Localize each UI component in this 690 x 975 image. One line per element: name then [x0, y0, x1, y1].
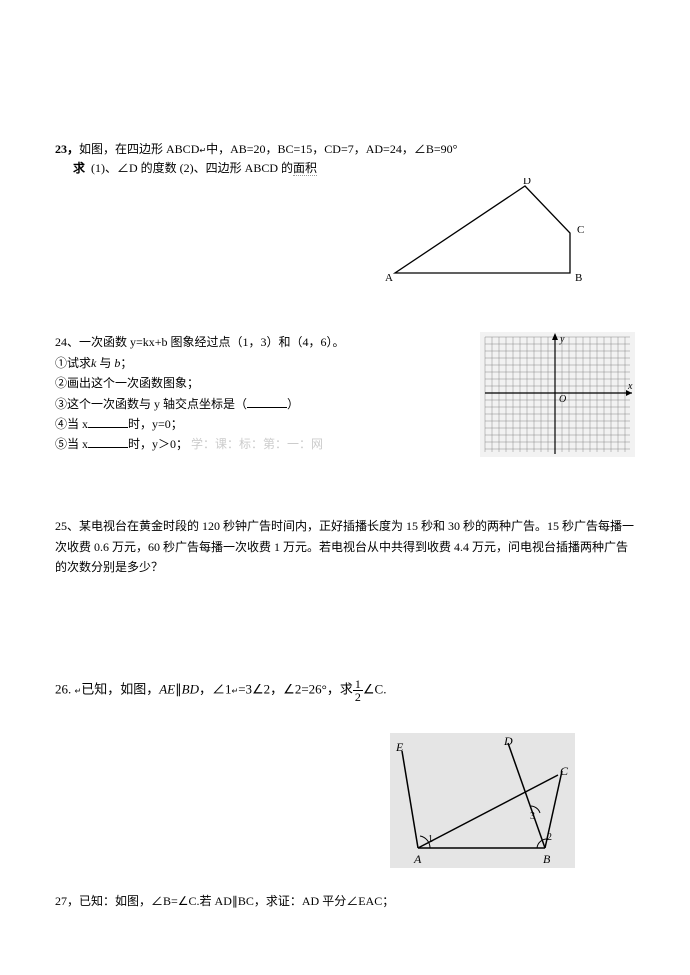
- q24-l2a: ①试求: [55, 356, 91, 370]
- q23-figure: A B C D: [385, 178, 595, 288]
- q23-qiu: 求: [73, 161, 85, 175]
- q24-l4a: ③这个一次函数与 y 轴交点坐标是（: [55, 397, 247, 411]
- q24-l4b: ）: [287, 397, 299, 411]
- q24-l6b: 时，y＞0；: [128, 437, 188, 451]
- q24-l3: ②画出这个一次函数图象；: [55, 373, 470, 393]
- svg-text:y: y: [559, 334, 565, 345]
- q24-l5b: 时，y=0；: [128, 417, 183, 431]
- svg-text:B: B: [575, 272, 582, 284]
- svg-text:C: C: [560, 764, 569, 778]
- q23-num: 23，: [55, 142, 79, 156]
- q26-ae: AE: [159, 681, 175, 696]
- svg-text:B: B: [543, 852, 551, 866]
- q24-l2c: ；: [120, 356, 132, 370]
- q27-text: 27，已知：如图，∠B=∠C.若 AD∥BC，求证：AD 平分∠EAC；: [55, 892, 635, 909]
- svg-text:1: 1: [428, 834, 433, 845]
- svg-text:D: D: [503, 734, 513, 748]
- q26-t4: 3∠2，∠2=26°，求: [246, 681, 353, 696]
- q26-t5: ∠C.: [363, 681, 387, 696]
- svg-text:x: x: [627, 381, 633, 392]
- q26-pre: 26.: [55, 681, 75, 696]
- q24-grid: O x y: [480, 332, 635, 457]
- q26-t3: ，∠1: [199, 681, 232, 696]
- q26-t1: 已知: [81, 681, 107, 696]
- q24-gray: 学：课：标：第：一：网: [191, 437, 323, 451]
- svg-text:A: A: [385, 272, 393, 284]
- q24-l2b: 与: [96, 356, 111, 370]
- q26-bd: BD: [182, 681, 199, 696]
- svg-text:D: D: [523, 178, 531, 187]
- q24-l5a: ④当 x: [55, 417, 88, 431]
- q24-blank3: [88, 435, 128, 448]
- q24-blank1: [247, 395, 287, 408]
- q26-t2: ，如图，: [107, 681, 159, 696]
- q26-figure: A B C D E 1 2 3: [390, 733, 575, 868]
- q24-bv: b: [111, 356, 120, 370]
- q26-frac: 12: [353, 678, 363, 703]
- q23-t1a: 如图，在四边形 ABCD: [79, 142, 199, 156]
- svg-text:O: O: [559, 394, 566, 405]
- q26-dot: =: [238, 681, 245, 696]
- q24-blank2: [88, 415, 128, 428]
- svg-text:E: E: [395, 740, 404, 754]
- q25-text: 25、某电视台在黄金时段的 120 秒钟广告时间内，正好插播长度为 15 秒和 …: [55, 516, 635, 577]
- q23-t2b: (1)、∠D 的度数 (2)、四边形 ABCD 的: [91, 161, 293, 175]
- q23-t1b: 中，AB=20，BC=15，CD=7，AD=24，∠B=90°: [206, 142, 457, 156]
- svg-text:2: 2: [547, 832, 552, 843]
- svg-text:3: 3: [530, 811, 535, 822]
- q24-l6a: ⑤当 x: [55, 437, 88, 451]
- q23-t2c: 面积: [293, 161, 317, 176]
- svg-text:C: C: [577, 224, 584, 236]
- svg-text:A: A: [413, 852, 422, 866]
- q24-l1: 24、一次函数 y=kx+b 图象经过点（1，3）和（4，6）。: [55, 332, 470, 352]
